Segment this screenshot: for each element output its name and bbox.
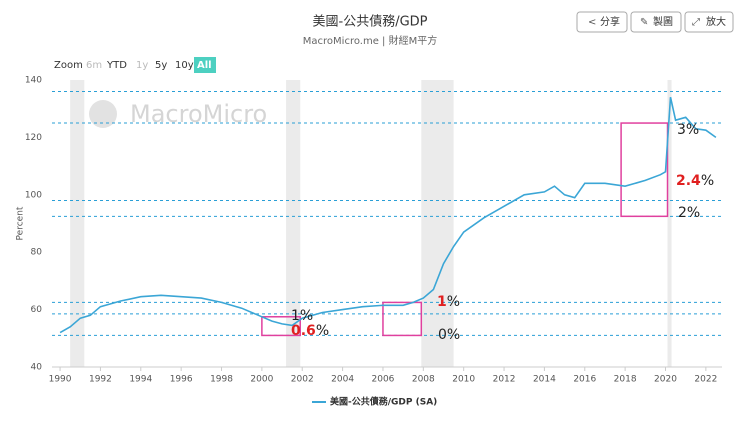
recession-band: [70, 80, 85, 367]
toolbar: < ✎ ⤢ 分享 製圖 放大: [576, 11, 734, 33]
draw-button[interactable]: [630, 11, 682, 33]
annotation: 1%: [437, 294, 460, 310]
annotation: 0.6%: [291, 323, 329, 339]
annotation-part: 2%: [678, 205, 700, 221]
annotation-part: 0.6: [291, 323, 316, 339]
x-tick-label: 2022: [694, 375, 717, 385]
chart-subtitle: MacroMicro.me | 財經M平方: [303, 34, 437, 47]
x-tick-label: 2000: [250, 375, 273, 385]
x-tick-label: 1992: [89, 375, 112, 385]
x-tick-label: 1990: [49, 375, 72, 385]
annotation-part: %: [316, 323, 329, 339]
highlight-box: [261, 316, 301, 337]
y-tick-label: 140: [25, 76, 42, 86]
annotation-part: %: [701, 173, 714, 189]
x-tick-label: 2010: [452, 375, 475, 385]
x-tick-label: 2008: [412, 375, 435, 385]
x-tick-label: 1996: [170, 375, 193, 385]
annotation: 2%: [678, 205, 700, 221]
x-tick-label: 2012: [493, 375, 516, 385]
x-tick-label: 1998: [210, 375, 233, 385]
x-tick-label: 2020: [654, 375, 677, 385]
highlight-box: [620, 122, 669, 218]
annotation-part: 2.4: [676, 173, 701, 189]
recession-band: [421, 80, 454, 367]
data-line: [59, 97, 717, 334]
highlight-box: [382, 301, 423, 337]
watermark: MacroMicro: [130, 100, 267, 128]
share-icon: <: [588, 17, 596, 28]
annotation: 3%: [677, 122, 699, 138]
y-tick-label: 40: [31, 363, 43, 373]
zoom-button[interactable]: [684, 11, 734, 33]
draw-icon: ✎: [640, 17, 648, 28]
zoom-option[interactable]: YTD: [106, 60, 127, 71]
x-tick-label: 2006: [372, 375, 395, 385]
chart-title: 美國-公共債務/GDP: [313, 15, 428, 30]
x-tick-label: 2016: [573, 375, 596, 385]
annotation-part: 1: [437, 294, 447, 310]
y-axis-label: Percent: [16, 206, 26, 240]
annotation: 1%: [291, 308, 313, 324]
annotation-part: 1%: [291, 308, 313, 324]
x-tick-label: 2018: [614, 375, 637, 385]
zoom-option[interactable]: 10y: [175, 60, 194, 71]
y-tick-label: 80: [31, 248, 43, 258]
zoom-option[interactable]: 5y: [155, 60, 167, 71]
annotation-part: 3%: [677, 122, 699, 138]
zoom-selected: [194, 57, 216, 73]
zoom-options: 6m YTD 1y 5y 10y All: [86, 57, 216, 73]
y-tick-label: 120: [25, 133, 42, 143]
recession-band: [667, 80, 672, 367]
button-label: 分享: [600, 15, 620, 28]
y-tick-label: 60: [31, 305, 43, 315]
zoom-label: Zoom: [54, 60, 83, 71]
annotation: 2.4%: [676, 173, 714, 189]
zoom-option[interactable]: 6m: [86, 60, 102, 71]
expand-icon: ⤢: [692, 17, 700, 28]
share-button[interactable]: [576, 11, 628, 33]
button-label: 放大: [706, 15, 726, 28]
zoom-option[interactable]: 1y: [136, 60, 148, 71]
legend-label[interactable]: 美國-公共債務/GDP (SA): [330, 396, 437, 408]
plot: MacroMicro 40 60 80 100 120 140 Percent 1990 1992…: [16, 76, 722, 408]
x-tick-label: 1994: [129, 375, 152, 385]
annotation-part: 0%: [438, 327, 460, 343]
y-tick-label: 100: [25, 190, 42, 200]
x-tick-label: 2002: [291, 375, 314, 385]
watermark-logo: [89, 100, 117, 128]
recession-band: [286, 80, 301, 367]
annotation-part: %: [447, 294, 460, 310]
x-tick-label: 2014: [533, 375, 556, 385]
x-tick-label: 2004: [331, 375, 354, 385]
button-label: 製圖: [653, 15, 673, 28]
zoom-option[interactable]: All: [197, 60, 212, 71]
annotation: 0%: [438, 327, 460, 343]
